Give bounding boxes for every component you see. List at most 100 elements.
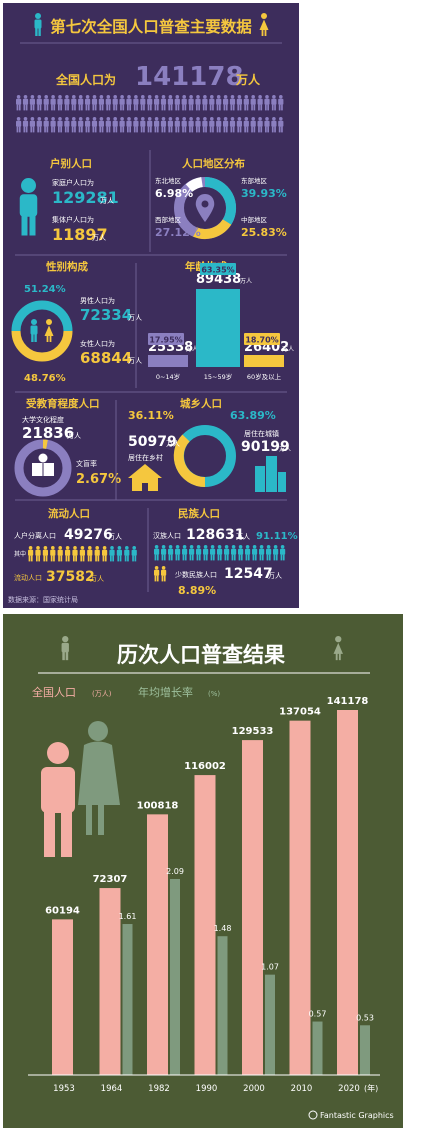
total-prefix: 全国人口为 <box>55 72 116 87</box>
female-share: 48.76% <box>24 373 66 384</box>
urban-unit: 万人 <box>279 446 291 453</box>
history-xticks: 1953 1964 1982 1990 2000 2010 2020 (年) <box>53 1083 378 1094</box>
urban-value: 90199 <box>241 439 290 455</box>
east-label: 东部地区 <box>241 176 268 185</box>
urban-rural-donut <box>173 425 236 488</box>
couple-illustration <box>41 721 120 857</box>
age-share-label: 17.95% <box>149 336 182 345</box>
total-value: 141178 <box>135 62 244 92</box>
northeast-value: 6.98% <box>155 187 193 200</box>
house-icon <box>128 464 162 491</box>
legend-population-unit: (万人) <box>92 690 112 698</box>
region-donut <box>174 176 237 239</box>
age-category-label: 15~59岁 <box>204 372 233 381</box>
west-label: 西部地区 <box>155 215 182 224</box>
family-unit: 万人 <box>100 197 114 205</box>
growth-value-label: 1.61 <box>119 912 137 921</box>
age-category-label: 0~14岁 <box>156 372 180 381</box>
rural-share: 36.11% <box>128 409 174 422</box>
source-note: 数据来源：国家统计局 <box>8 595 78 604</box>
rural-unit: 万人 <box>166 440 180 448</box>
population-bar <box>99 888 121 1075</box>
han-label: 汉族人口 <box>153 531 181 540</box>
region-central-arc <box>193 219 232 239</box>
reader-head-icon <box>38 453 48 463</box>
minority-label: 少数民族人口 <box>175 570 217 579</box>
age-unit-label: 万人 <box>240 278 252 285</box>
floating-unit: 万人 <box>90 575 104 583</box>
year-tick-label: 1953 <box>53 1084 75 1094</box>
han-unit: 万人 <box>236 533 250 541</box>
year-tick-label: 2010 <box>291 1084 313 1094</box>
han-value: 128631 <box>186 527 244 543</box>
population-value-label: 60194 <box>45 905 80 916</box>
age-unit-label: 万人 <box>282 346 294 353</box>
age-share-box <box>244 333 280 345</box>
east-value: 39.93% <box>241 187 287 200</box>
census-7-panel: 第七次全国人口普查主要数据 全国人口为 141178 万人 户别人口 家庭户人口… <box>3 3 299 608</box>
region-title: 人口地区分布 <box>182 157 245 170</box>
growth-value-label: 2.09 <box>166 867 184 876</box>
age-chart: 25338万人17.95%0~14岁89438万人63.35%15~59岁264… <box>148 263 294 381</box>
city-buildings-icon <box>255 456 286 492</box>
gender-donut <box>11 300 73 362</box>
growth-bar <box>312 1021 323 1075</box>
northeast-label: 东北地区 <box>155 176 182 185</box>
female-label: 女性人口为 <box>80 339 115 348</box>
legend-population: 全国人口 <box>32 685 76 699</box>
collective-unit: 万人 <box>92 234 106 242</box>
floating-label: 流动人口 <box>14 573 42 582</box>
year-tick-label: 2000 <box>243 1084 265 1094</box>
ethnic-title: 民族人口 <box>178 507 220 520</box>
population-bar <box>194 775 216 1075</box>
region-northeast-arc <box>185 177 204 192</box>
separated-value: 49276 <box>64 527 113 543</box>
male-unit: 万人 <box>128 314 142 322</box>
location-pin-dot <box>201 200 209 208</box>
age-share-label: 18.70% <box>245 336 278 345</box>
panel2-title: 历次人口普查结果 <box>117 643 285 667</box>
household-title: 户别人口 <box>49 157 92 170</box>
growth-bar <box>265 974 275 1075</box>
floating-title: 流动人口 <box>48 507 90 520</box>
age-bar <box>196 289 240 367</box>
college-value: 21836 <box>22 424 74 442</box>
male-label: 男性人口为 <box>80 296 115 305</box>
total-unit: 万人 <box>235 72 261 87</box>
age-share-box <box>200 263 236 275</box>
growth-bar <box>122 924 133 1075</box>
female-value: 68844 <box>80 349 132 367</box>
age-unit-label: 万人 <box>186 346 198 353</box>
growth-bar <box>217 936 228 1075</box>
floating-value: 37582 <box>46 569 95 585</box>
minority-share: 8.89% <box>178 584 216 597</box>
college-unit: 万人 <box>67 432 81 440</box>
census-history-panel: 历次人口普查结果 全国人口 (万人) 年均增长率 (%) 60194 72307 1… <box>3 614 403 1128</box>
population-value-label: 72307 <box>93 874 128 885</box>
age-share-box <box>148 333 184 345</box>
population-value-label: 137054 <box>279 707 321 718</box>
population-value-label: 141178 <box>327 696 369 707</box>
rural-arc <box>173 434 206 488</box>
minority-unit: 万人 <box>268 572 282 580</box>
growth-value-label: 1.48 <box>214 924 232 933</box>
central-value: 25.83% <box>241 226 287 239</box>
male-share: 51.24% <box>24 284 66 295</box>
year-tick-label: 1982 <box>148 1084 170 1094</box>
among-label: 其中 <box>14 550 26 558</box>
urban-share: 63.89% <box>230 409 276 422</box>
male-value: 72334 <box>80 306 132 324</box>
population-bar <box>242 740 263 1075</box>
year-tick-label: 2020 <box>338 1084 360 1094</box>
han-share: 91.11% <box>256 531 298 542</box>
population-value-label: 100818 <box>137 800 179 811</box>
age-bar <box>148 355 188 367</box>
location-pin-icon <box>195 194 215 222</box>
age-bar <box>244 355 284 367</box>
family-value: 129281 <box>52 188 119 207</box>
year-suffix-label: (年) <box>364 1083 378 1093</box>
history-chart: 60194 72307 1.61 100818 2.09 116002 1.48 129533… <box>45 696 374 1075</box>
education-donut <box>14 439 72 497</box>
family-label: 家庭户人口为 <box>52 178 94 187</box>
urban-rural-title: 城乡人口 <box>180 397 222 410</box>
